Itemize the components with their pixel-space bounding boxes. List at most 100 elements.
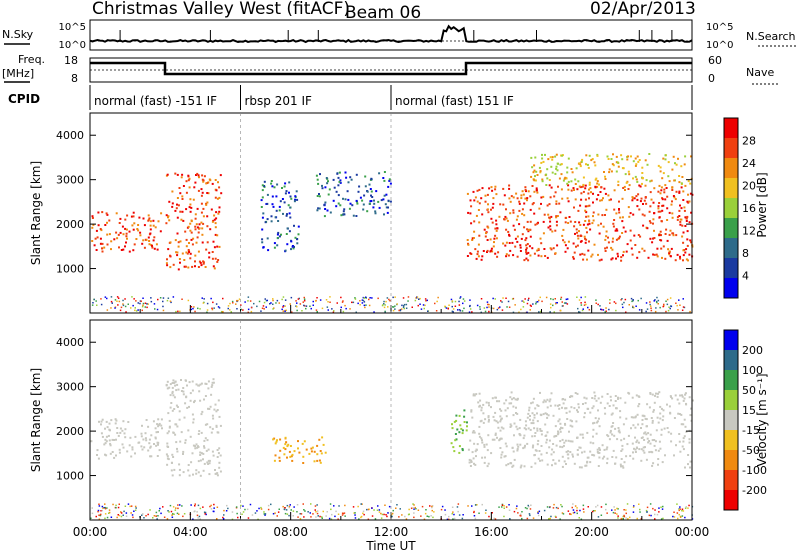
heatmap-cell xyxy=(203,445,205,448)
heatmap-cell xyxy=(637,299,639,302)
heatmap-cell xyxy=(105,440,108,443)
heatmap-cell xyxy=(403,307,405,310)
heatmap-cell xyxy=(184,441,187,444)
heatmap-cell xyxy=(501,451,504,454)
heatmap-cell xyxy=(341,514,344,516)
heatmap-cell xyxy=(200,194,203,197)
heatmap-cell xyxy=(537,514,540,517)
heatmap-cell xyxy=(471,311,473,313)
heatmap-cell xyxy=(264,513,267,515)
heatmap-cell xyxy=(187,266,190,269)
heatmap-cell xyxy=(684,516,686,519)
heatmap-cell xyxy=(366,190,369,193)
heatmap-cell xyxy=(278,209,281,212)
heatmap-cell xyxy=(320,452,323,455)
heatmap-cell xyxy=(284,436,287,439)
heatmap-cell xyxy=(486,251,488,253)
heatmap-cell xyxy=(638,159,641,161)
heatmap-cell xyxy=(394,296,396,298)
heatmap-cell xyxy=(632,305,634,308)
heatmap-cell xyxy=(625,181,628,184)
heatmap-cell xyxy=(211,381,214,384)
heatmap-cell xyxy=(194,228,197,231)
heatmap-cell xyxy=(196,236,199,239)
heatmap-cell xyxy=(533,414,536,416)
colorbar-swatch xyxy=(724,410,738,431)
heatmap-cell xyxy=(169,406,172,409)
heatmap-cell xyxy=(289,206,292,209)
heatmap-cell xyxy=(278,508,280,510)
heatmap-cell xyxy=(290,455,293,458)
heatmap-cell xyxy=(520,237,523,240)
heatmap-cell xyxy=(555,200,558,203)
heatmap-cell xyxy=(368,298,370,301)
heatmap-cell xyxy=(496,227,499,230)
heatmap-cell xyxy=(566,298,569,300)
heatmap-cell xyxy=(211,182,214,185)
heatmap-cell xyxy=(604,250,607,252)
heatmap-cell xyxy=(171,453,174,456)
heatmap-cell xyxy=(210,504,212,507)
heatmap-cell xyxy=(586,205,589,208)
heatmap-cell xyxy=(172,506,175,508)
heatmap-cell xyxy=(614,509,616,511)
heatmap-cell xyxy=(196,207,199,210)
cpid-panel: CPID normal (fast) -151 IF rbsp 201 IF nor… xyxy=(8,85,693,110)
heatmap-cell xyxy=(194,310,196,313)
heatmap-cell xyxy=(523,259,526,262)
heatmap-cell xyxy=(100,423,102,426)
heatmap-cell xyxy=(182,450,185,453)
heatmap-cell xyxy=(542,413,545,416)
heatmap-cell xyxy=(675,163,678,166)
heatmap-cell xyxy=(187,469,190,472)
heatmap-cell xyxy=(592,442,595,445)
heatmap-cell xyxy=(125,228,128,231)
heatmap-cell xyxy=(518,202,521,205)
time-xlabel: Time UT xyxy=(365,539,416,553)
heatmap-cell xyxy=(625,250,628,253)
heatmap-cell xyxy=(535,301,538,303)
heatmap-cell xyxy=(177,310,179,313)
heatmap-cell xyxy=(215,472,218,475)
heatmap-cell xyxy=(598,232,601,235)
heatmap-cell xyxy=(666,219,669,221)
heatmap-cell xyxy=(612,222,615,225)
heatmap-cell xyxy=(636,439,639,442)
heatmap-cell xyxy=(199,261,202,264)
heatmap-cell xyxy=(404,515,406,518)
heatmap-cell xyxy=(604,214,606,216)
heatmap-cell xyxy=(279,449,282,452)
heatmap-cell xyxy=(671,168,674,171)
heatmap-cell xyxy=(663,191,666,194)
heatmap-cell xyxy=(272,205,275,208)
heatmap-cell xyxy=(592,428,595,431)
heatmap-cell xyxy=(519,418,522,421)
heatmap-cell xyxy=(567,510,570,512)
heatmap-cell xyxy=(672,155,675,158)
heatmap-cell xyxy=(91,226,94,229)
heatmap-cell xyxy=(579,446,582,449)
heatmap-cell xyxy=(179,310,181,313)
heatmap-cell xyxy=(503,455,506,458)
heatmap-cell xyxy=(198,223,201,226)
heatmap-cell xyxy=(147,513,149,516)
heatmap-cell xyxy=(315,516,317,518)
heatmap-cell xyxy=(687,180,690,183)
heatmap-cell xyxy=(274,454,277,457)
heatmap-cell xyxy=(578,299,581,301)
heatmap-cell xyxy=(472,457,475,460)
heatmap-cell xyxy=(337,194,340,197)
heatmap-cell xyxy=(451,506,454,508)
heatmap-cell xyxy=(451,427,454,430)
heatmap-cell xyxy=(203,446,206,449)
heatmap-cell xyxy=(534,407,537,410)
heatmap-cell xyxy=(645,433,648,436)
heatmap-cell xyxy=(187,249,190,251)
heatmap-cell xyxy=(387,185,390,188)
heatmap-cell xyxy=(642,224,645,227)
heatmap-cell xyxy=(171,409,174,412)
heatmap-cell xyxy=(118,503,120,505)
heatmap-cell xyxy=(171,205,174,208)
heatmap-cell xyxy=(586,231,588,234)
